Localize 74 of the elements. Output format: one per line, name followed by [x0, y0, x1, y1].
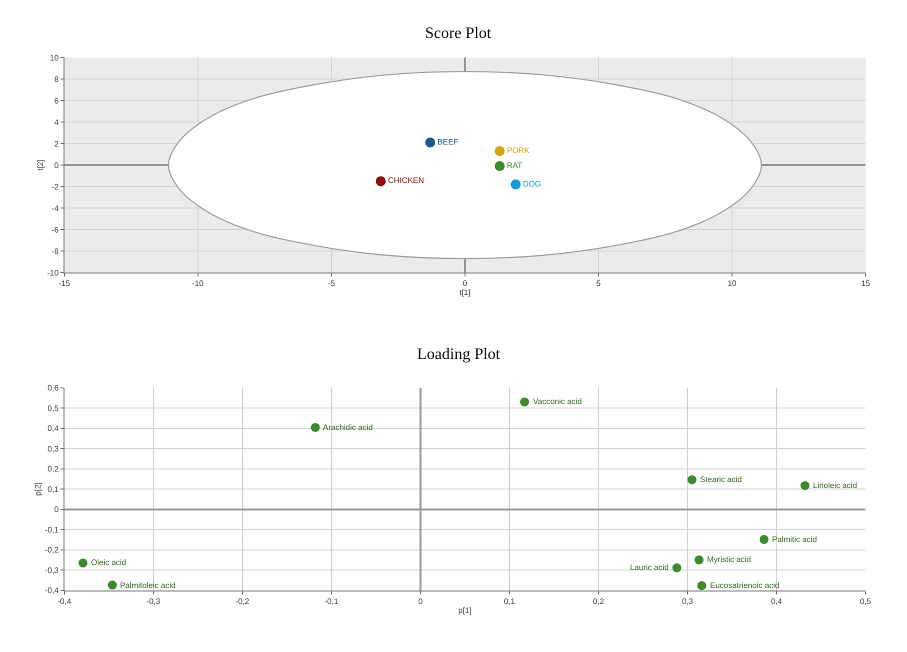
- x-tick-label: -10: [192, 279, 204, 288]
- y-tick-label: -8: [52, 246, 60, 256]
- annotation: Myristic acid: [707, 555, 752, 564]
- point: [494, 161, 505, 172]
- point: [510, 179, 521, 190]
- x-tick-label: 0: [418, 596, 424, 606]
- point: [687, 475, 696, 484]
- x-tick-label: 0,5: [860, 596, 872, 606]
- annotation: Stearic acid: [700, 475, 742, 484]
- x-tick-label: 5: [596, 279, 602, 288]
- series-label: BEEF: [437, 138, 458, 147]
- y-tick-label: -0,1: [44, 525, 60, 534]
- y-tick-label: 0,2: [48, 464, 60, 474]
- y-tick-label: 0: [54, 505, 60, 514]
- annotation: Oleic acid: [91, 558, 126, 567]
- x-tick-label: -0,3: [146, 596, 161, 606]
- y-tick-label: -10: [47, 268, 60, 278]
- annotation: Vacconic acid: [533, 397, 582, 406]
- x-tick-label: 15: [861, 279, 871, 288]
- x-tick-label: 0: [462, 279, 468, 288]
- chart-title: Loading Plot: [417, 346, 501, 363]
- y-tick-label: -0,2: [44, 546, 60, 555]
- x-axis-title: t[1]: [459, 288, 470, 298]
- y-tick-label: -0,3: [44, 566, 60, 575]
- point: [520, 397, 530, 406]
- y-tick-label: 8: [54, 74, 60, 84]
- point: [425, 138, 436, 148]
- x-tick-label: -15: [58, 279, 71, 288]
- y-tick-label: 4: [54, 118, 60, 127]
- point: [310, 422, 320, 432]
- point: [760, 534, 769, 544]
- y-tick-label: 0,6: [48, 384, 60, 393]
- point: [376, 176, 386, 186]
- series-label: PORK: [506, 146, 530, 156]
- series-label: DOG: [522, 179, 542, 188]
- point: [672, 563, 682, 572]
- y-tick-label: 0,5: [48, 404, 60, 413]
- point: [108, 580, 117, 590]
- annotation: Arachidic acid: [323, 423, 373, 432]
- x-tick-label: 0,3: [682, 596, 694, 606]
- point: [494, 146, 505, 156]
- annotation: Lauric acid: [630, 563, 669, 572]
- x-axis-title: p[1]: [458, 606, 472, 615]
- x-tick-label: 0,4: [770, 596, 783, 606]
- y-tick-label: -4: [52, 204, 60, 213]
- y-tick-label: 6: [54, 96, 60, 106]
- chart-title: Score Plot: [425, 25, 492, 42]
- y-axis-title: p[2]: [34, 482, 43, 496]
- y-tick-label: -0,4: [44, 586, 60, 596]
- x-tick-label: 10: [728, 279, 738, 288]
- y-tick-label: 0,4: [48, 424, 60, 434]
- y-tick-label: 10: [50, 53, 60, 62]
- y-tick-label: -6: [52, 225, 60, 234]
- y-tick-label: 0,1: [48, 484, 60, 494]
- x-tick-label: -0,1: [324, 596, 339, 606]
- y-tick-label: 0,3: [48, 444, 60, 454]
- annotation: Palmitic acid: [772, 535, 817, 544]
- series-label: RAT: [506, 161, 522, 170]
- series-label: CHICKEN: [388, 176, 424, 186]
- annotation: Eucosatrienoic acid: [710, 581, 780, 590]
- x-tick-label: -5: [328, 279, 336, 288]
- point: [694, 555, 704, 564]
- x-tick-label: -0,2: [235, 596, 250, 606]
- y-axis-title: t[2]: [36, 160, 45, 171]
- point: [78, 558, 88, 568]
- annotation: Linoleic acid: [813, 481, 858, 490]
- x-tick-label: 0,1: [504, 596, 516, 606]
- y-tick-label: 2: [54, 139, 60, 148]
- annotation: Palmitoleic acid: [120, 581, 176, 590]
- point: [697, 581, 706, 590]
- x-tick-label: 0,2: [592, 596, 605, 606]
- y-tick-label: -2: [52, 182, 60, 192]
- point: [800, 481, 810, 490]
- y-tick-label: 0: [54, 160, 60, 170]
